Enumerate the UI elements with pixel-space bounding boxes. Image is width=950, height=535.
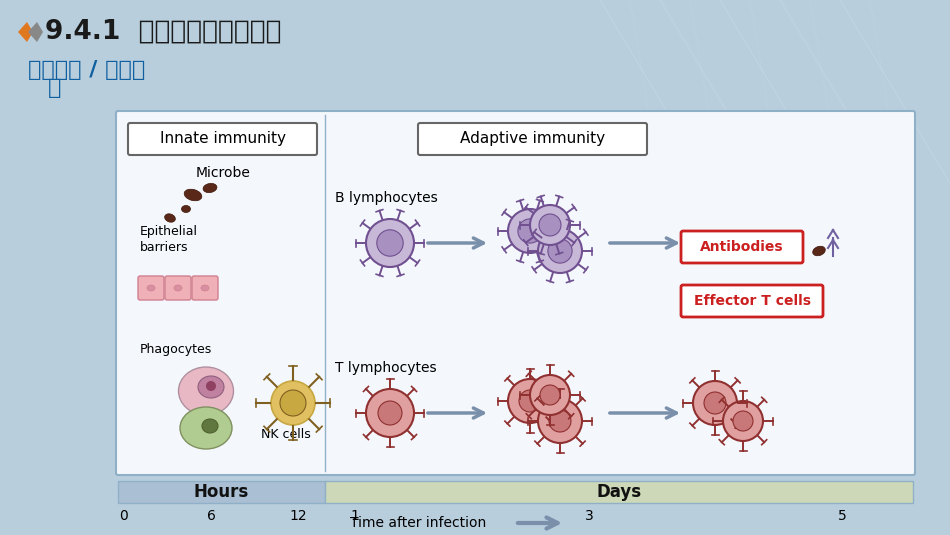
Text: B lymphocytes: B lymphocytes — [335, 191, 438, 205]
Text: 体液免疫 / 细胞免: 体液免疫 / 细胞免 — [28, 60, 145, 80]
Circle shape — [539, 214, 561, 236]
Text: 0: 0 — [119, 509, 127, 523]
Text: NK cells: NK cells — [261, 428, 311, 441]
Bar — [118, 481, 325, 503]
Text: Microbe: Microbe — [196, 166, 251, 180]
Circle shape — [377, 230, 403, 256]
Text: Adaptive immunity: Adaptive immunity — [460, 132, 605, 147]
Ellipse shape — [812, 246, 826, 256]
Text: Phagocytes: Phagocytes — [140, 343, 212, 356]
Text: Antibodies: Antibodies — [700, 240, 784, 254]
Ellipse shape — [198, 376, 224, 398]
Circle shape — [508, 379, 552, 423]
Text: Time after infection: Time after infection — [350, 516, 486, 530]
Ellipse shape — [147, 285, 155, 291]
Circle shape — [549, 410, 571, 432]
Ellipse shape — [179, 367, 234, 415]
Text: Innate immunity: Innate immunity — [160, 132, 286, 147]
Circle shape — [723, 401, 763, 441]
Circle shape — [378, 401, 402, 425]
Circle shape — [693, 381, 737, 425]
Circle shape — [538, 229, 582, 273]
Text: 12: 12 — [290, 509, 307, 523]
Text: Hours: Hours — [194, 483, 249, 501]
FancyBboxPatch shape — [681, 285, 823, 317]
Bar — [325, 481, 913, 503]
Ellipse shape — [184, 189, 201, 201]
Circle shape — [530, 375, 570, 415]
Text: Effector T cells: Effector T cells — [694, 294, 810, 308]
Ellipse shape — [180, 407, 232, 449]
FancyBboxPatch shape — [681, 231, 803, 263]
Polygon shape — [28, 22, 43, 42]
Ellipse shape — [164, 214, 176, 222]
Circle shape — [366, 389, 414, 437]
Text: Days: Days — [597, 483, 641, 501]
Text: 3: 3 — [585, 509, 594, 523]
FancyBboxPatch shape — [138, 276, 164, 300]
FancyBboxPatch shape — [128, 123, 317, 155]
Ellipse shape — [181, 205, 191, 212]
Circle shape — [366, 219, 414, 267]
Ellipse shape — [174, 285, 182, 291]
Text: 6: 6 — [207, 509, 216, 523]
Circle shape — [704, 392, 726, 414]
FancyBboxPatch shape — [418, 123, 647, 155]
Circle shape — [540, 385, 560, 405]
Ellipse shape — [201, 285, 209, 291]
Circle shape — [271, 381, 315, 425]
Ellipse shape — [203, 184, 217, 193]
Circle shape — [518, 219, 542, 243]
FancyBboxPatch shape — [116, 111, 915, 475]
Circle shape — [508, 209, 552, 253]
Circle shape — [530, 205, 570, 245]
Text: 5: 5 — [838, 509, 846, 523]
Text: 1: 1 — [351, 509, 359, 523]
Ellipse shape — [202, 419, 218, 433]
Circle shape — [280, 390, 306, 416]
Text: 疫: 疫 — [48, 78, 62, 98]
FancyBboxPatch shape — [165, 276, 191, 300]
Text: 9.4.1  适应性免疫应答特点: 9.4.1 适应性免疫应答特点 — [45, 19, 281, 45]
Text: T lymphocytes: T lymphocytes — [335, 361, 437, 375]
Circle shape — [519, 390, 541, 412]
Circle shape — [206, 381, 216, 391]
Text: Epithelial
barriers: Epithelial barriers — [140, 225, 198, 254]
Circle shape — [548, 239, 572, 263]
Polygon shape — [18, 22, 33, 42]
Circle shape — [733, 411, 753, 431]
Circle shape — [538, 399, 582, 443]
FancyBboxPatch shape — [192, 276, 218, 300]
